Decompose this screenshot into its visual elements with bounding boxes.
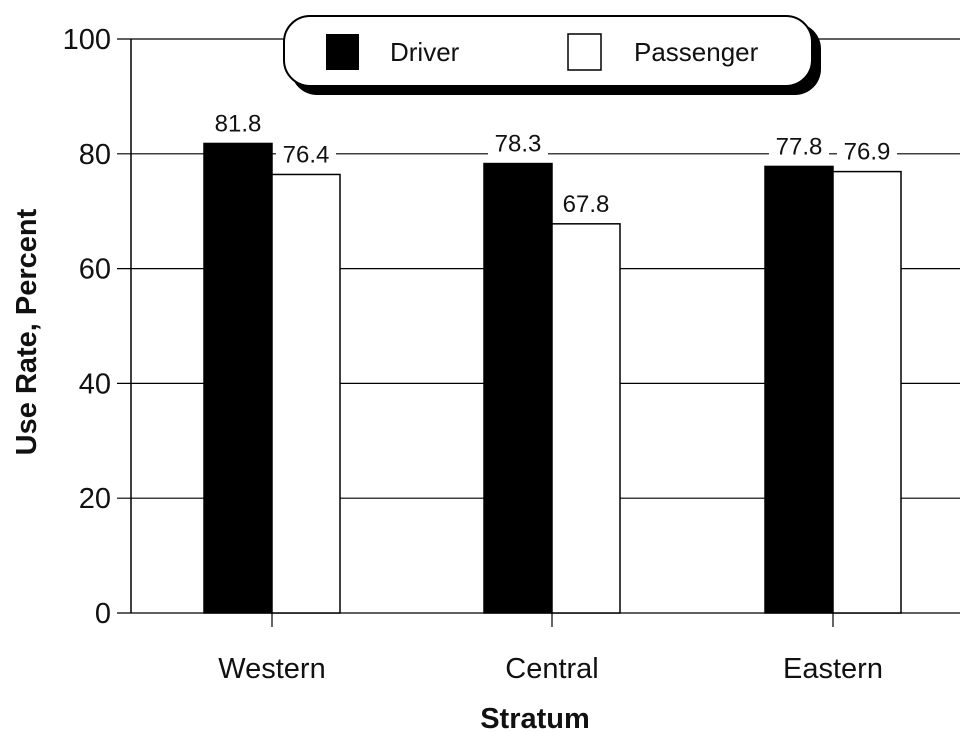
y-tick-label: 40: [79, 368, 111, 400]
y-tick-label: 60: [79, 254, 111, 286]
value-label-bg: [276, 138, 336, 169]
legend-swatch-passenger: [567, 33, 602, 71]
value-label-bg: [769, 130, 829, 161]
value-label-bg: [837, 135, 897, 166]
y-tick-label: 100: [63, 24, 111, 56]
y-tick-label: 80: [79, 139, 111, 171]
y-tick-label: 0: [95, 598, 111, 630]
value-label: 76.9: [844, 139, 891, 166]
bar-driver-central: [483, 162, 553, 614]
value-label: 67.8: [563, 191, 610, 218]
value-label: 78.3: [495, 131, 542, 158]
x-tick-label: Eastern: [783, 653, 883, 685]
value-label: 77.8: [776, 133, 823, 160]
value-label-bg: [208, 107, 268, 138]
bars: [203, 142, 902, 614]
value-label-bg: [556, 187, 616, 218]
y-axis-title: Use Rate, Percent: [11, 208, 43, 455]
legend-label-driver: Driver: [390, 37, 460, 67]
y-tick-label: 20: [79, 483, 111, 515]
x-tick-label: Western: [218, 653, 325, 685]
legend-swatch-driver: [326, 34, 359, 70]
value-label-bg: [488, 127, 548, 158]
bar-driver-western: [203, 142, 273, 614]
x-tick-label: Central: [505, 653, 599, 685]
bar-passenger-western: [271, 173, 341, 614]
legend: Driver Passenger: [283, 15, 821, 95]
value-labels: 81.8 76.4 78.3 67.8 77.8 76.9: [208, 107, 897, 218]
value-label: 81.8: [215, 110, 262, 137]
bar-passenger-central: [551, 223, 621, 614]
legend-label-passenger: Passenger: [634, 37, 759, 67]
bar-driver-eastern: [764, 165, 834, 614]
bar-passenger-eastern: [832, 170, 902, 614]
axes: 0 20 40 60 80 100 Western Central Eastern: [63, 24, 883, 685]
x-axis-title: Stratum: [480, 703, 590, 733]
value-label: 76.4: [283, 141, 330, 168]
legend-box: [283, 15, 813, 87]
